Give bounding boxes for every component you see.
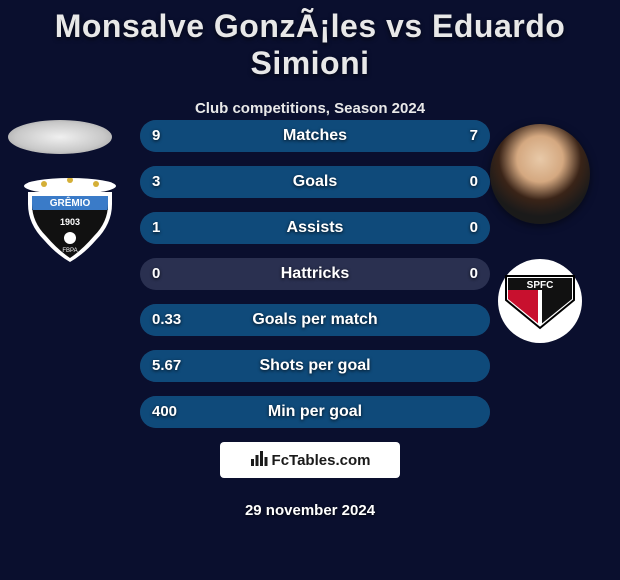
stat-label: Matches bbox=[140, 120, 490, 152]
stat-label: Min per goal bbox=[140, 396, 490, 428]
stat-row: 5.67Shots per goal bbox=[140, 350, 490, 382]
stat-row: 30Goals bbox=[140, 166, 490, 198]
comparison-title: Monsalve GonzÃ¡les vs Eduardo Simioni bbox=[0, 0, 620, 82]
footer-date: 29 november 2024 bbox=[0, 502, 620, 519]
stat-label: Shots per goal bbox=[140, 350, 490, 382]
stat-row: 400Min per goal bbox=[140, 396, 490, 428]
club-right-crest: SPFC bbox=[490, 258, 590, 344]
svg-text:GRÊMIO: GRÊMIO bbox=[50, 196, 91, 209]
stat-row: 00Hattricks bbox=[140, 258, 490, 290]
stat-label: Goals bbox=[140, 166, 490, 198]
stat-label: Hattricks bbox=[140, 258, 490, 290]
comparison-subtitle: Club competitions, Season 2024 bbox=[0, 100, 620, 117]
chart-bar-icon bbox=[250, 449, 268, 472]
stat-row: 0.33Goals per match bbox=[140, 304, 490, 336]
source-badge: FcTables.com bbox=[220, 442, 400, 478]
stats-bars: 97Matches 30Goals 10Assists 00Hattricks 0.33… bbox=[140, 120, 490, 442]
stat-row: 10Assists bbox=[140, 212, 490, 244]
player-right-photo bbox=[490, 124, 590, 224]
svg-text:FBPA: FBPA bbox=[62, 248, 77, 254]
svg-text:1903: 1903 bbox=[60, 217, 80, 227]
stat-label: Assists bbox=[140, 212, 490, 244]
source-text: FcTables.com bbox=[272, 452, 371, 469]
club-left-crest: GRÊMIO 1903 FBPA bbox=[20, 178, 120, 264]
stat-row: 97Matches bbox=[140, 120, 490, 152]
stat-label: Goals per match bbox=[140, 304, 490, 336]
player-left-photo-placeholder bbox=[8, 120, 112, 154]
svg-text:SPFC: SPFC bbox=[527, 280, 554, 291]
